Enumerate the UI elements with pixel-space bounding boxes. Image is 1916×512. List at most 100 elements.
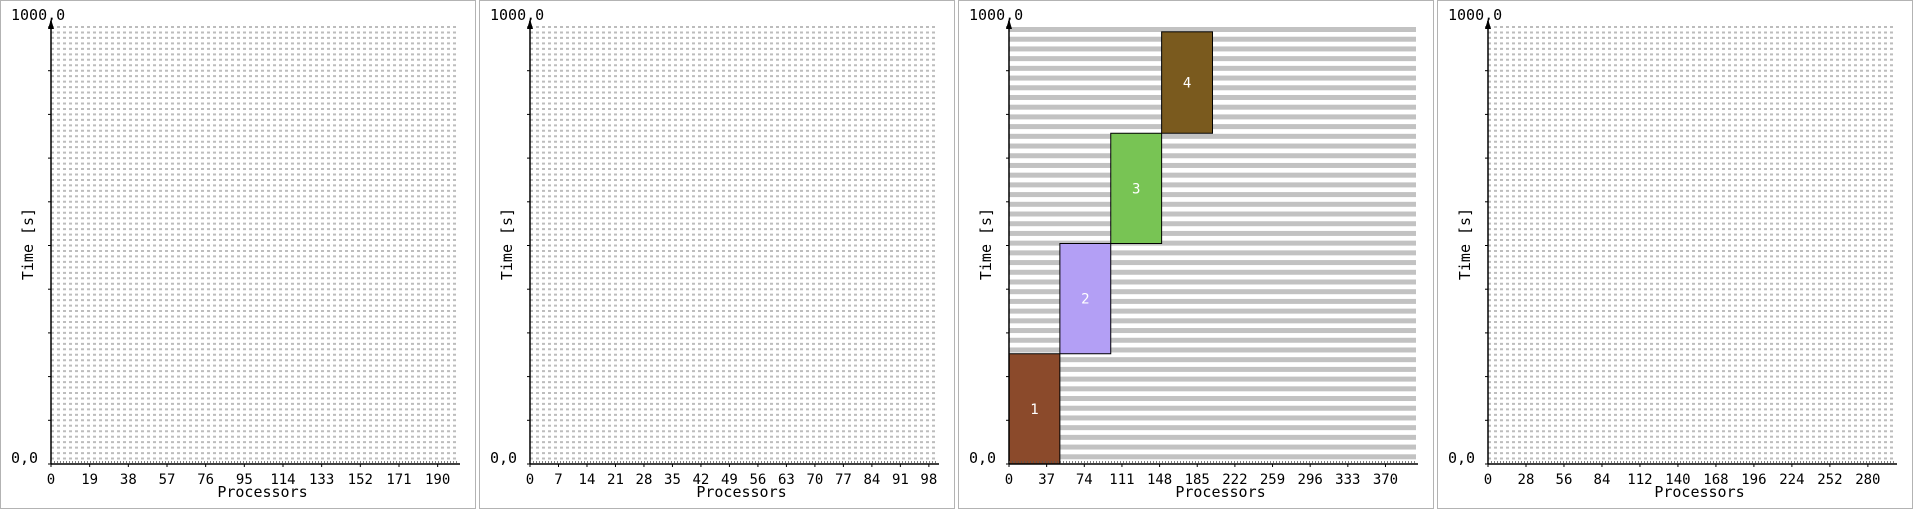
x-tick-label: 21 [607, 472, 624, 488]
grid-band [1009, 201, 1416, 207]
x-tick-label: 38 [120, 472, 137, 488]
y-axis-label: Time [s] [977, 208, 995, 280]
x-tick-label: 14 [579, 472, 596, 488]
grid-band [1009, 396, 1416, 402]
grid-lines [51, 26, 458, 460]
task-4: 4 [1161, 31, 1213, 134]
x-tick-label: 70 [806, 472, 823, 488]
chart-svg: 1 2 3 4 0 37 74 111 148 185 222 259 296 333 370 1000,0 0… [969, 6, 1418, 501]
grid-band [1009, 328, 1416, 334]
grid-band [1009, 357, 1416, 363]
x-tick-label: 0 [526, 472, 534, 488]
x-tick-label: 140 [1665, 472, 1690, 488]
grid-lines [530, 26, 937, 460]
x-tick-label: 49 [721, 472, 738, 488]
x-tick-label: 133 [309, 472, 334, 488]
grid-band [1009, 444, 1416, 450]
x-tick-label: 28 [1518, 472, 1535, 488]
task-3: 3 [1110, 132, 1163, 244]
x-tick-label: 91 [892, 472, 909, 488]
y-axis-label: Time [s] [1456, 208, 1474, 280]
chart-panel-1: 0 19 38 57 76 95 114 133 152 171 190 1000,0 0,0 Proce… [0, 0, 476, 509]
x-tick-label: 224 [1779, 472, 1804, 488]
y-min-label: 0,0 [11, 449, 38, 467]
x-tick-label: 148 [1147, 472, 1172, 488]
task-bar [1161, 31, 1213, 134]
x-axis-label: Processors [217, 483, 307, 501]
x-tick-label: 37 [1038, 472, 1055, 488]
grid-band [1009, 211, 1416, 217]
x-axis-label: Processors [1654, 483, 1744, 501]
task-1: 1 [1008, 353, 1061, 465]
x-tick-label: 35 [664, 472, 681, 488]
grid-band [1009, 27, 1416, 32]
grid-band [1009, 182, 1416, 188]
y-ticks [1485, 26, 1488, 465]
x-tick-label: 152 [348, 472, 373, 488]
chart-svg: 0 19 38 57 76 95 114 133 152 171 190 1000,0 0,0 Proce… [11, 6, 460, 501]
x-tick-labels: 0 37 74 111 148 185 222 259 296 333 370 [1005, 464, 1398, 488]
grid-band [1009, 153, 1416, 159]
grid-band [1009, 240, 1416, 246]
grid-band [1009, 454, 1416, 460]
x-tick-labels: 0 7 14 21 28 35 42 49 56 63 70 77 84 91 98 [526, 464, 937, 488]
chart-panel-4: 0 28 56 84 112 140 168 196 224 252 280 1000,0 0,0 Pro… [1437, 0, 1913, 509]
x-tick-label: 114 [270, 472, 295, 488]
grid-band [1009, 250, 1416, 256]
grid-band [1009, 386, 1416, 392]
x-tick-label: 56 [1556, 472, 1573, 488]
x-tick-label: 296 [1298, 472, 1323, 488]
grid-band [1009, 192, 1416, 198]
task-bar [1059, 243, 1112, 355]
x-tick-label: 95 [236, 472, 253, 488]
x-tick-label: 0 [47, 472, 55, 488]
y-max-label: 1000,0 [11, 6, 65, 24]
x-tick-label: 171 [386, 472, 411, 488]
grid-band [1009, 260, 1416, 266]
chart-panel-2: 0 7 14 21 28 35 42 49 56 63 70 77 84 91 98 1000,0 0,0 Pro… [479, 0, 955, 509]
task-2: 2 [1059, 243, 1112, 355]
x-tick-label: 222 [1222, 472, 1247, 488]
task-bar [1008, 353, 1061, 465]
x-tick-label: 190 [425, 472, 450, 488]
x-tick-label: 28 [636, 472, 653, 488]
x-tick-label: 280 [1855, 472, 1880, 488]
y-axis-label: Time [s] [19, 208, 37, 280]
y-min-label: 0,0 [1448, 449, 1475, 467]
x-tick-label: 252 [1817, 472, 1842, 488]
x-tick-label: 168 [1703, 472, 1728, 488]
x-tick-label: 56 [749, 472, 766, 488]
y-max-label: 1000,0 [1448, 6, 1502, 24]
grid-band [1009, 415, 1416, 421]
grid-band [1009, 308, 1416, 314]
x-tick-label: 98 [920, 472, 937, 488]
x-tick-label: 196 [1741, 472, 1766, 488]
x-tick-label: 84 [863, 472, 880, 488]
chart-panel-3: 1 2 3 4 0 37 74 111 148 185 222 259 296 333 370 1000,0 0… [958, 0, 1434, 509]
task-label: 1 [1030, 402, 1038, 418]
x-axis-label: Processors [696, 483, 786, 501]
task-bar [1110, 132, 1163, 244]
y-max-label: 1000,0 [969, 6, 1023, 24]
x-tick-label: 370 [1373, 472, 1398, 488]
x-tick-label: 185 [1185, 472, 1210, 488]
chart-svg: 0 28 56 84 112 140 168 196 224 252 280 1000,0 0,0 Pro… [1448, 6, 1897, 501]
x-tick-label: 77 [835, 472, 852, 488]
grid-band [1009, 143, 1416, 149]
grid-band [1009, 269, 1416, 275]
x-tick-label: 259 [1260, 472, 1285, 488]
x-tick-label: 84 [1594, 472, 1611, 488]
grid-band [1009, 289, 1416, 295]
x-tick-labels: 0 28 56 84 112 140 168 196 224 252 280 [1484, 464, 1881, 488]
x-tick-label: 63 [778, 472, 795, 488]
x-tick-labels: 0 19 38 57 76 95 114 133 152 171 190 [47, 464, 450, 488]
x-tick-label: 7 [554, 472, 562, 488]
x-tick-label: 76 [197, 472, 214, 488]
grid-band [1009, 230, 1416, 236]
grid-band [1009, 366, 1416, 372]
grid-band [1009, 162, 1416, 168]
grid-band [1009, 405, 1416, 411]
y-min-label: 0,0 [490, 449, 517, 467]
grid-band [1009, 337, 1416, 343]
y-max-label: 1000,0 [490, 6, 544, 24]
